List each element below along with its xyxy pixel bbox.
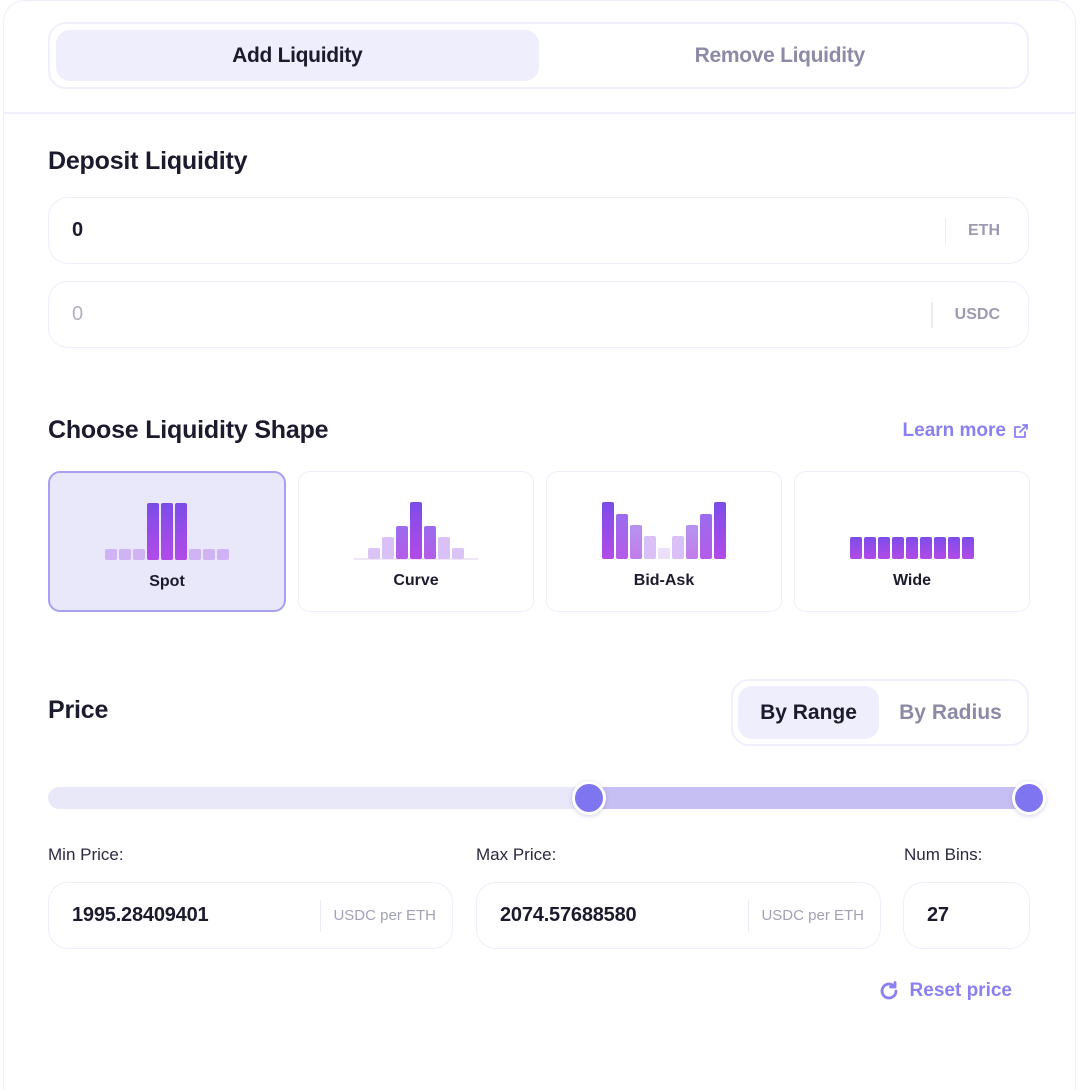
wide-shape-icon [795,499,1029,559]
max-price-value[interactable]: 2074.57688580 [500,904,637,926]
tab-remove-liquidity[interactable]: Remove Liquidity [694,43,866,67]
curve-shape-icon [299,499,533,559]
price-mode-toggle: By Range By Radius [731,679,1029,746]
shape-label-spot: Spot [149,573,185,590]
slider-max-handle[interactable] [1012,781,1046,815]
bid-ask-shape-icon [547,499,781,559]
shape-label-curve: Curve [393,572,439,589]
eth-amount-value[interactable]: 0 [72,219,84,241]
mode-by-radius[interactable]: By Radius [899,700,1002,724]
shape-option-spot[interactable]: Spot [48,471,286,612]
max-price-input[interactable]: 2074.57688580 USDC per ETH [476,882,881,949]
shape-title: Choose Liquidity Shape [48,416,329,444]
field-separator [944,217,946,244]
min-price-input[interactable]: 1995.28409401 USDC per ETH [48,882,453,949]
field-separator [931,301,933,328]
learn-more-label: Learn more [902,420,1006,441]
deposit-title: Deposit Liquidity [48,147,248,175]
price-title: Price [48,696,109,724]
field-separator [319,899,322,932]
liquidity-tabs: Add Liquidity Remove Liquidity [48,22,1029,89]
reset-price-label: Reset price [909,980,1012,1001]
shape-option-bid-ask[interactable]: Bid-Ask [546,471,782,612]
num-bins-label: Num Bins: [904,845,983,864]
max-price-unit: USDC per ETH [761,907,864,924]
refresh-icon [880,981,897,1000]
min-price-unit: USDC per ETH [333,907,436,924]
shape-option-curve[interactable]: Curve [298,471,534,612]
slider-min-handle[interactable] [572,781,606,815]
reset-price-button[interactable]: Reset price [878,980,1012,1002]
eth-amount-input[interactable]: 0 ETH [48,197,1029,264]
shape-label-wide: Wide [892,572,932,589]
mode-by-range[interactable]: By Range [738,686,879,739]
spot-shape-icon [50,500,284,560]
num-bins-input[interactable]: 27 [903,882,1030,949]
external-link-icon [1014,424,1028,438]
learn-more-link[interactable]: Learn more [903,420,1030,442]
header-divider [4,112,1076,114]
eth-unit-label: ETH [968,221,1000,239]
usdc-unit-label: USDC [954,305,1000,323]
usdc-amount-input[interactable]: 0 USDC [48,281,1029,348]
min-price-value[interactable]: 1995.28409401 [72,904,209,926]
price-range-slider[interactable] [48,781,1046,815]
shape-label-bid-ask: Bid-Ask [633,572,695,589]
slider-selected-range [589,787,1030,809]
shape-options: Spot Curve Bid-Ask [48,471,1030,612]
num-bins-value[interactable]: 27 [927,904,949,926]
field-separator [747,899,750,932]
min-price-label: Min Price: [48,845,124,864]
max-price-label: Max Price: [476,845,557,864]
shape-option-wide[interactable]: Wide [794,471,1030,612]
usdc-amount-value[interactable]: 0 [72,303,84,325]
tab-add-liquidity[interactable]: Add Liquidity [56,30,539,81]
